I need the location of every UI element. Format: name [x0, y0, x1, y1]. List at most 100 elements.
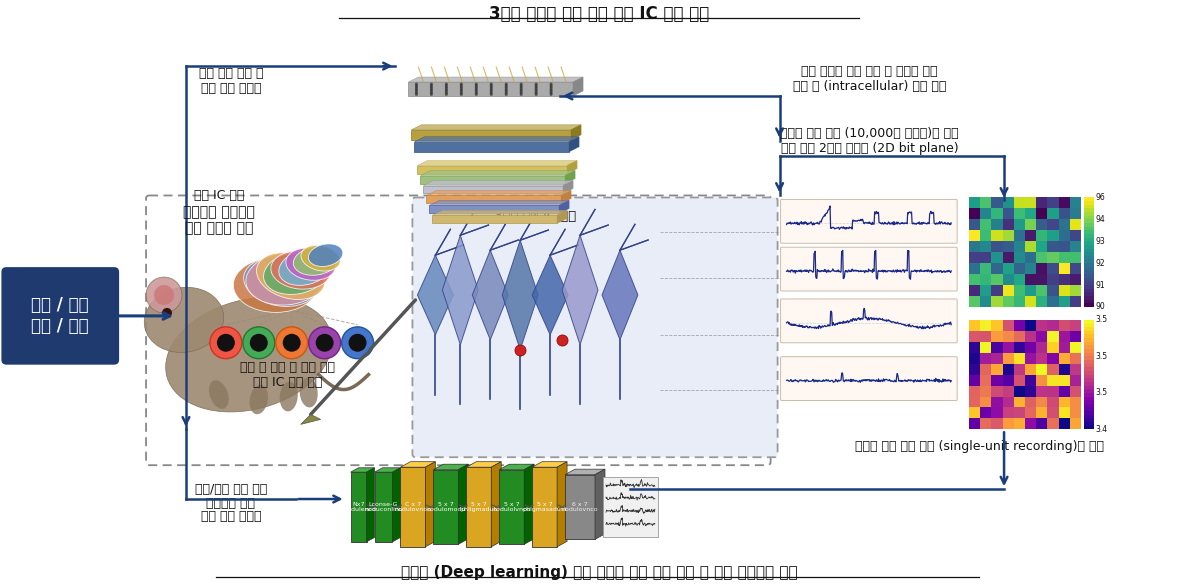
Bar — [1084, 407, 1094, 411]
Bar — [1036, 375, 1047, 386]
Bar — [980, 198, 992, 208]
Polygon shape — [415, 137, 579, 142]
Bar — [1047, 274, 1059, 285]
Bar — [1003, 396, 1014, 407]
Bar — [992, 320, 1003, 331]
Polygon shape — [532, 462, 567, 467]
Bar — [1047, 386, 1059, 396]
Bar — [1070, 219, 1081, 230]
Bar — [415, 142, 569, 152]
Bar — [1014, 419, 1025, 429]
Bar — [420, 176, 565, 183]
Text: 분석/예측 기술 제공: 분석/예측 기술 제공 — [195, 483, 267, 496]
Bar — [969, 296, 980, 307]
Bar — [1084, 382, 1094, 386]
Bar — [1070, 363, 1081, 375]
Bar — [1025, 274, 1036, 285]
Circle shape — [534, 84, 538, 87]
Bar — [980, 219, 992, 230]
Bar — [1014, 198, 1025, 208]
Bar — [969, 320, 980, 331]
Bar — [992, 375, 1003, 386]
Polygon shape — [426, 191, 571, 195]
Bar — [1084, 396, 1094, 400]
Text: 추가 요소 피드백: 추가 요소 피드백 — [200, 510, 261, 523]
Bar — [1084, 371, 1094, 375]
Bar — [1036, 274, 1047, 285]
Bar — [1084, 320, 1094, 323]
Bar — [1047, 320, 1059, 331]
Bar — [351, 472, 367, 542]
Bar — [1003, 375, 1014, 386]
Bar — [1084, 363, 1094, 368]
Bar — [1047, 342, 1059, 353]
Bar — [980, 252, 992, 263]
Bar — [1047, 263, 1059, 274]
Ellipse shape — [208, 380, 229, 409]
Circle shape — [520, 92, 522, 95]
Bar — [1084, 415, 1094, 419]
Bar — [1025, 252, 1036, 263]
Bar — [980, 230, 992, 241]
Bar — [1059, 419, 1070, 429]
Circle shape — [474, 84, 478, 87]
Bar — [1036, 353, 1047, 363]
Text: C x 7
nodulovnoo: C x 7 nodulovnoo — [394, 502, 431, 512]
Bar — [1059, 241, 1070, 252]
Bar — [1070, 419, 1081, 429]
Circle shape — [415, 92, 418, 95]
Circle shape — [490, 90, 492, 93]
Text: 단단위 신경 신호 측정 (single-unit recording)및 분석: 단단위 신경 신호 측정 (single-unit recording)및 분석 — [854, 440, 1103, 453]
Circle shape — [474, 90, 478, 93]
Bar — [1070, 230, 1081, 241]
Bar — [980, 331, 992, 342]
Bar — [1036, 241, 1047, 252]
Circle shape — [460, 88, 462, 92]
Bar — [1025, 198, 1036, 208]
Bar — [1059, 363, 1070, 375]
Bar — [1084, 216, 1094, 219]
Circle shape — [550, 88, 552, 92]
Bar — [1084, 198, 1094, 201]
Bar — [423, 186, 563, 193]
Polygon shape — [466, 462, 501, 467]
Bar — [1003, 419, 1014, 429]
Bar — [1047, 375, 1059, 386]
Circle shape — [460, 90, 462, 93]
Bar — [409, 82, 573, 96]
Text: 91: 91 — [1096, 280, 1106, 289]
Circle shape — [474, 85, 478, 88]
Circle shape — [162, 308, 173, 318]
Bar — [1070, 285, 1081, 296]
Circle shape — [430, 93, 432, 96]
Bar — [1084, 241, 1094, 245]
Bar — [1084, 230, 1094, 234]
Bar — [1003, 386, 1014, 396]
Bar — [1059, 375, 1070, 386]
Bar — [980, 320, 992, 331]
Text: 행동하는 동물에서: 행동하는 동물에서 — [183, 205, 255, 219]
Bar — [1025, 407, 1036, 419]
Text: 3차원 나노선 전극 기반 신경 IC 소자 개발: 3차원 나노선 전극 기반 신경 IC 소자 개발 — [489, 5, 709, 24]
Bar — [969, 353, 980, 363]
Bar — [1084, 289, 1094, 292]
Bar — [1036, 219, 1047, 230]
Bar — [992, 241, 1003, 252]
Polygon shape — [432, 211, 567, 215]
Bar — [980, 285, 992, 296]
Bar — [992, 363, 1003, 375]
Bar — [1014, 252, 1025, 263]
Bar — [1084, 303, 1094, 307]
Bar — [980, 375, 992, 386]
Circle shape — [520, 87, 522, 90]
Text: 5 x 7
nodulomodu: 5 x 7 nodulomodu — [426, 502, 466, 512]
Bar — [992, 342, 1003, 353]
Circle shape — [534, 93, 538, 96]
Bar — [1059, 285, 1070, 296]
Bar — [1003, 407, 1014, 419]
Circle shape — [155, 285, 174, 305]
Bar — [980, 274, 992, 285]
Ellipse shape — [234, 258, 319, 312]
Circle shape — [490, 85, 492, 88]
Bar — [1047, 396, 1059, 407]
